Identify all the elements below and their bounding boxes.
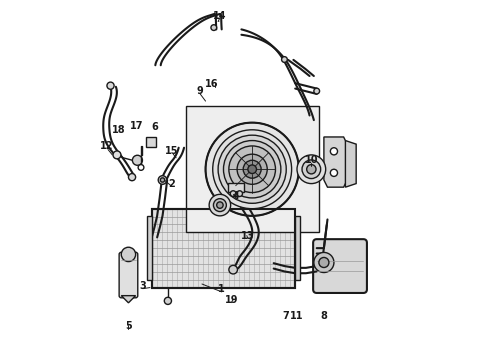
Circle shape <box>164 297 171 305</box>
Circle shape <box>138 165 144 170</box>
Circle shape <box>218 135 286 203</box>
FancyBboxPatch shape <box>228 183 244 192</box>
Circle shape <box>214 199 226 212</box>
Text: 10: 10 <box>305 155 318 165</box>
Text: 1: 1 <box>219 284 225 294</box>
Text: 6: 6 <box>151 122 158 132</box>
Text: 18: 18 <box>112 125 125 135</box>
Bar <box>147 216 152 280</box>
Circle shape <box>230 191 236 197</box>
Text: 14: 14 <box>213 11 227 21</box>
Text: 17: 17 <box>130 121 144 131</box>
FancyBboxPatch shape <box>119 252 138 298</box>
Text: 11: 11 <box>290 311 304 321</box>
Circle shape <box>282 57 287 62</box>
Polygon shape <box>122 296 136 303</box>
Text: 16: 16 <box>205 79 219 89</box>
Circle shape <box>205 123 299 216</box>
Circle shape <box>160 178 165 182</box>
Circle shape <box>229 146 275 193</box>
Circle shape <box>223 140 281 198</box>
Circle shape <box>237 154 267 184</box>
Text: 3: 3 <box>140 281 146 291</box>
Circle shape <box>314 252 334 273</box>
Circle shape <box>213 130 292 209</box>
Circle shape <box>297 155 326 184</box>
Circle shape <box>211 25 217 31</box>
Text: 15: 15 <box>165 146 178 156</box>
Bar <box>295 216 299 280</box>
Text: 5: 5 <box>125 321 132 331</box>
FancyBboxPatch shape <box>313 239 367 293</box>
Circle shape <box>243 160 261 178</box>
Circle shape <box>107 82 114 89</box>
FancyBboxPatch shape <box>186 107 318 232</box>
Text: 19: 19 <box>224 295 238 305</box>
Text: 13: 13 <box>241 231 255 240</box>
Circle shape <box>237 191 243 197</box>
Bar <box>152 209 295 288</box>
FancyBboxPatch shape <box>146 137 156 147</box>
Circle shape <box>113 151 121 159</box>
Circle shape <box>209 194 231 216</box>
Circle shape <box>158 176 167 184</box>
Circle shape <box>217 202 223 208</box>
Polygon shape <box>345 140 356 187</box>
Circle shape <box>319 257 329 267</box>
Circle shape <box>330 169 338 176</box>
Circle shape <box>132 155 143 165</box>
Text: 12: 12 <box>100 141 114 151</box>
Circle shape <box>314 88 319 94</box>
Circle shape <box>307 165 316 174</box>
Circle shape <box>302 160 320 179</box>
Text: 9: 9 <box>197 86 203 96</box>
Text: 7: 7 <box>283 311 290 321</box>
Circle shape <box>330 148 338 155</box>
Circle shape <box>122 247 136 262</box>
Text: 8: 8 <box>320 311 327 321</box>
Polygon shape <box>324 137 347 187</box>
Text: 2: 2 <box>169 179 175 189</box>
Circle shape <box>128 174 136 181</box>
Circle shape <box>229 265 238 274</box>
Circle shape <box>248 165 256 174</box>
Bar <box>152 209 295 288</box>
Text: 4: 4 <box>233 191 240 201</box>
